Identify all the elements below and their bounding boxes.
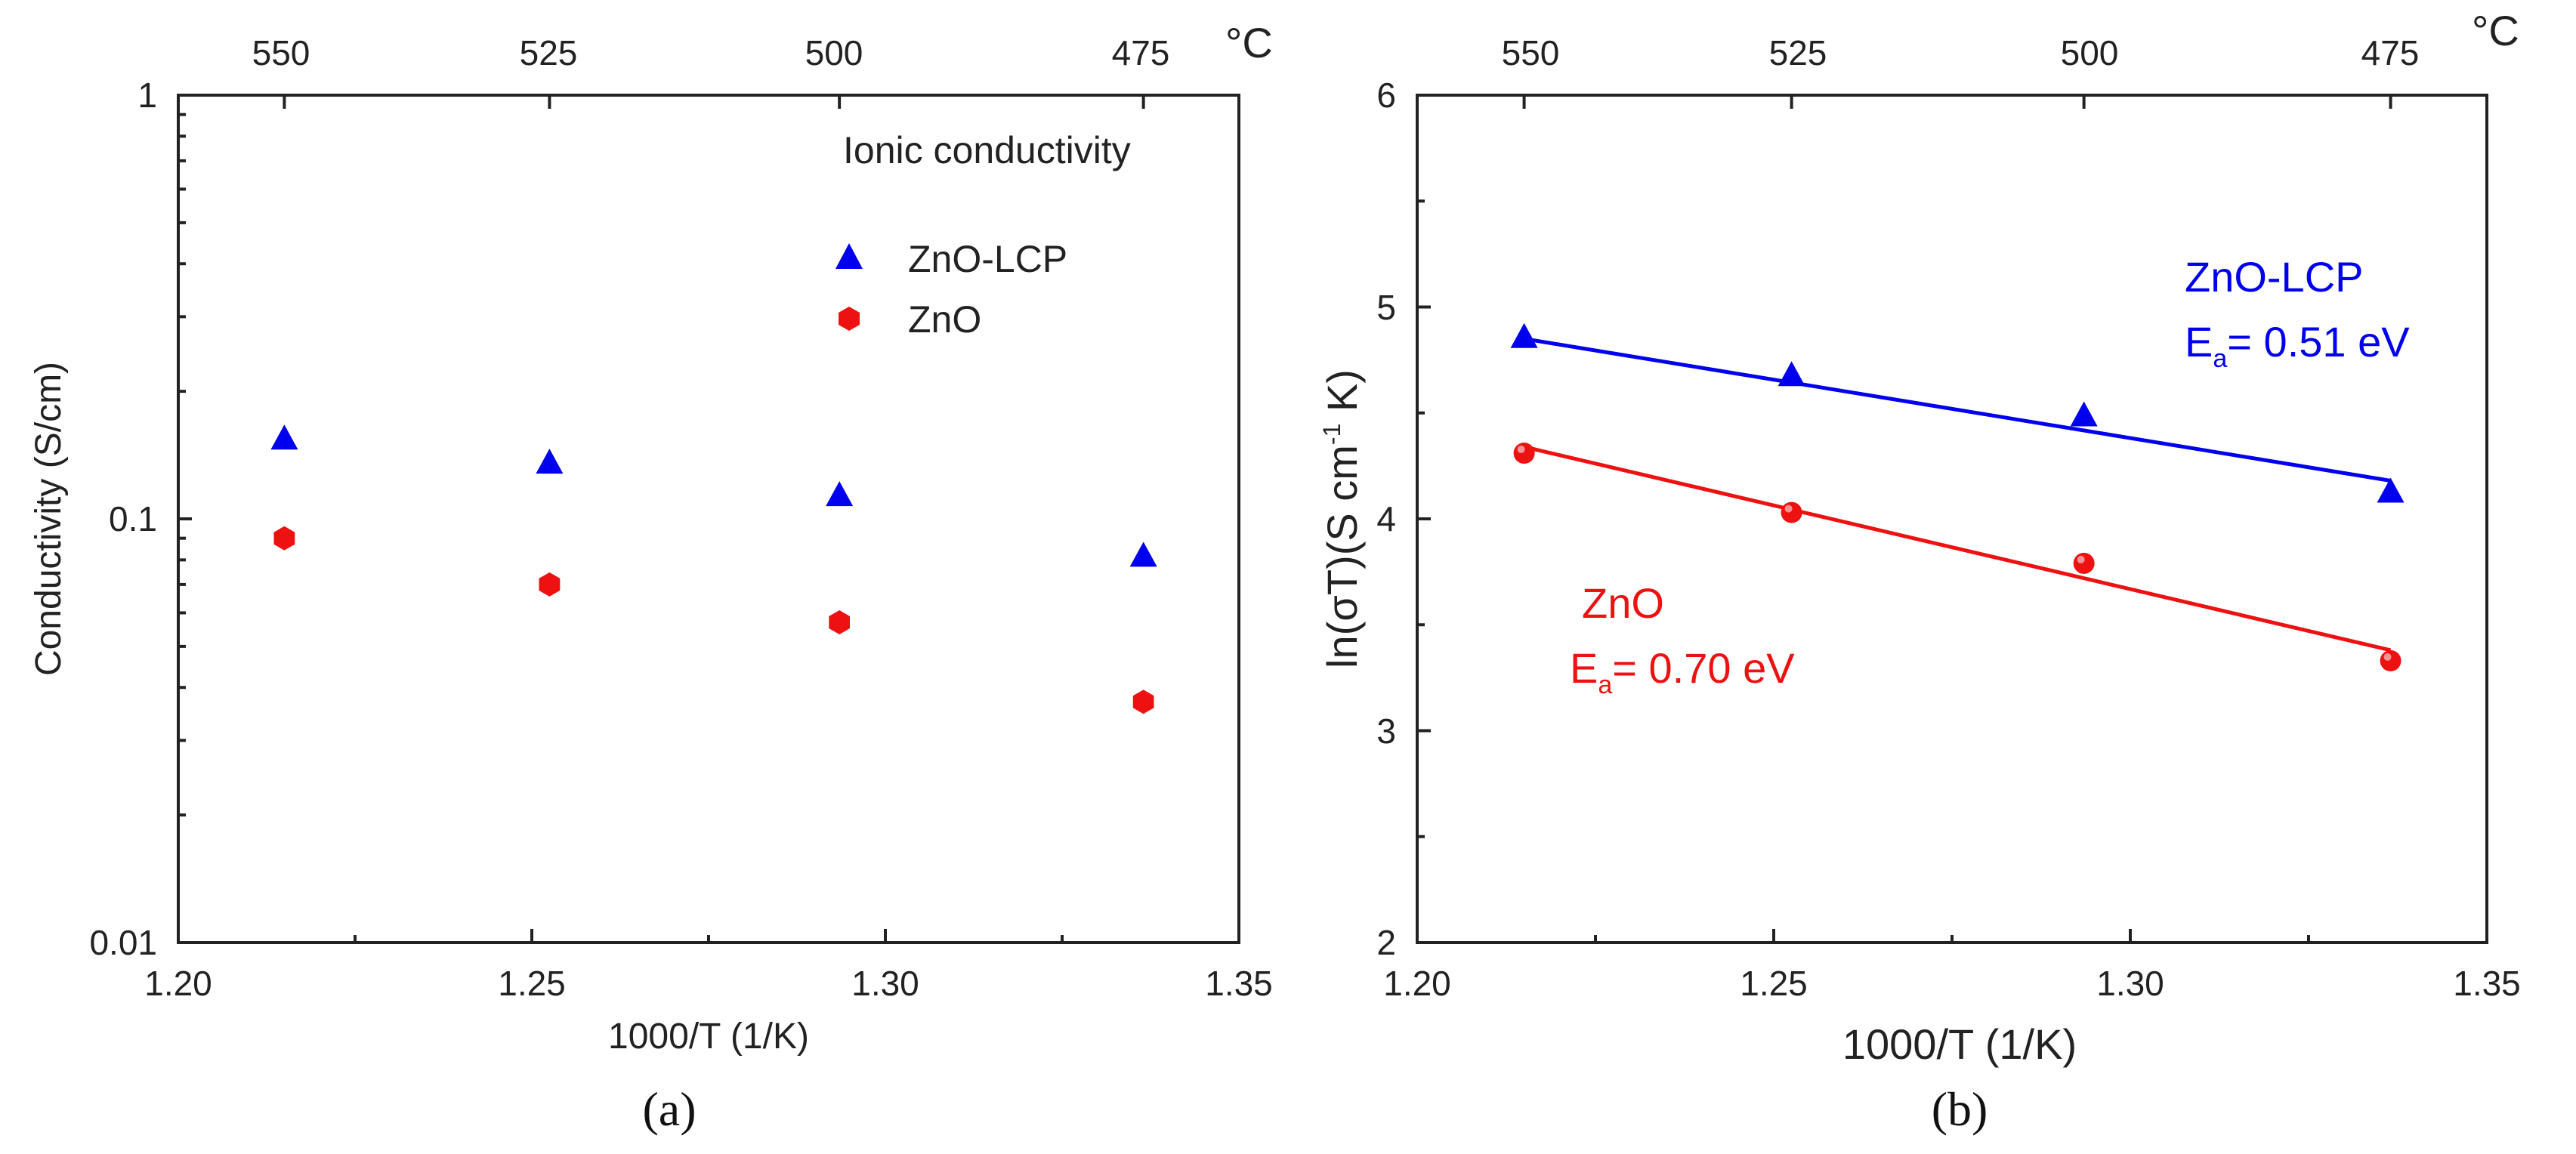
panel-b-chart: 1.20 1.25 1.30 1.35 2 3 4 5 6 550 525 50…: [1318, 7, 2521, 1068]
fit-line: [1524, 445, 2392, 653]
data-point: [273, 526, 295, 551]
data-point-highlight: [1784, 504, 1793, 513]
data-point-highlight: [1517, 446, 1525, 454]
data-point-highlight: [2077, 555, 2085, 563]
x-axis-title-b: 1000/T (1/K): [1842, 1020, 2077, 1068]
x-tick-label: 1.35: [2453, 964, 2521, 1003]
x-tick-label: 1.30: [2096, 964, 2164, 1003]
data-points-b: [1510, 322, 2405, 671]
caption-a: (a): [642, 1082, 696, 1136]
axis-ticks-a: [177, 94, 1240, 944]
y-tick-label: 6: [1376, 76, 1396, 115]
y-tick-label: 4: [1376, 499, 1396, 538]
data-point: [1510, 322, 1538, 348]
axis-ticks-b: [1416, 94, 2488, 944]
data-point: [2377, 477, 2405, 503]
legend-marker-triangle: [836, 243, 863, 269]
data-point: [829, 610, 850, 634]
top-tick-label: 550: [252, 33, 310, 73]
label-zno: ZnO: [1582, 579, 1664, 627]
data-point: [1129, 542, 1157, 567]
x-tick-label: 1.20: [144, 964, 212, 1003]
top-tick-label: 500: [805, 33, 863, 73]
label-zno-lcp: ZnO-LCP: [2185, 253, 2364, 301]
plot-frame-b: [1416, 94, 2488, 944]
fit-line: [1524, 337, 2391, 483]
data-point: [2073, 552, 2095, 574]
data-point: [826, 481, 854, 507]
x-tick-label: 1.25: [1740, 964, 1808, 1003]
y-tick-label: 5: [1376, 288, 1396, 327]
top-tick-label: 550: [1502, 33, 1560, 73]
legend-label: ZnO-LCP: [908, 238, 1067, 280]
x-axis-title-a: 1000/T (1/K): [608, 1017, 809, 1057]
x-tick-label: 1.25: [498, 964, 566, 1003]
legend-a: ZnO-LCP ZnO: [836, 238, 1067, 341]
top-tick-label: 475: [1112, 33, 1170, 73]
data-point: [1132, 690, 1154, 714]
y-axis-title-b: ln(σT)(S cm-1 K): [1318, 369, 1366, 668]
data-point: [270, 424, 298, 450]
y-tick-label: 1: [137, 76, 157, 115]
data-point: [2380, 650, 2401, 671]
top-axis-unit: °C: [1225, 19, 1273, 66]
y-tick-label: 0.1: [109, 499, 157, 538]
x-tick-label: 1.20: [1383, 964, 1451, 1003]
plot-frame-a: [177, 94, 1240, 944]
y-axis-title-a: Conductivity (S/cm): [29, 362, 69, 676]
data-point: [1781, 501, 1802, 523]
data-point: [539, 572, 561, 597]
y-tick-label: 2: [1376, 923, 1396, 962]
data-point: [1513, 443, 1535, 464]
top-tick-label: 475: [2361, 33, 2420, 73]
data-point-highlight: [2383, 653, 2392, 661]
annotation-ionic-conductivity: Ionic conductivity: [843, 129, 1131, 171]
caption-b: (b): [1932, 1082, 1988, 1136]
top-tick-label: 525: [1769, 33, 1827, 73]
x-tick-label: 1.35: [1205, 964, 1273, 1003]
fit-lines-b: [1524, 337, 2392, 653]
data-point: [1778, 361, 1805, 387]
data-points-a: [270, 424, 1157, 714]
legend-marker-hexagon: [839, 307, 860, 331]
legend-label: ZnO: [908, 298, 981, 341]
data-point: [536, 449, 564, 474]
panel-a-chart: 1.20 1.25 1.30 1.35 0.01 0.1 1 550 525 5…: [29, 19, 1273, 1057]
ea-label-zno: Ea= 0.70 eV: [1570, 644, 1795, 699]
top-tick-label: 500: [2061, 33, 2119, 73]
top-tick-label: 525: [520, 33, 578, 73]
data-point: [2070, 401, 2098, 427]
ea-label-zno-lcp: Ea= 0.51 eV: [2185, 318, 2410, 373]
y-tick-label: 3: [1376, 711, 1396, 751]
y-tick-label: 0.01: [89, 923, 157, 962]
x-tick-label: 1.30: [851, 964, 919, 1003]
top-axis-unit: °C: [2472, 7, 2519, 54]
